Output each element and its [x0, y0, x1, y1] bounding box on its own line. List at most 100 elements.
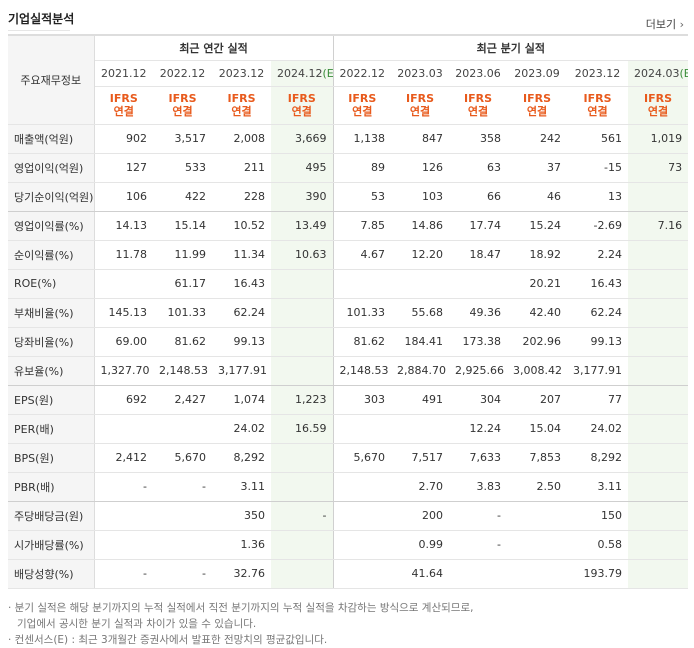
value-cell	[628, 385, 689, 415]
row-label: 유보율(%)	[8, 356, 95, 386]
value-cell	[153, 530, 212, 560]
table-row: 주당배당금(원) 350-200-150	[8, 501, 689, 531]
value-cell: 561	[567, 124, 629, 154]
value-cell	[332, 501, 392, 531]
period-header: 2023.12	[567, 60, 629, 87]
value-cell: 63	[449, 153, 508, 183]
table-row: 유보율(%) 1,327.70 2,148.53 3,177.91 2,148.53 2,…	[8, 356, 689, 386]
value-cell	[628, 530, 689, 560]
value-cell: 11.78	[94, 240, 153, 270]
footnote-consensus: · 컨센서스(E) : 최근 3개월간 증권사에서 발표한 전망치의 평균값입니…	[8, 634, 328, 646]
value-cell: -15	[567, 153, 629, 183]
value-cell: 902	[94, 124, 153, 154]
value-cell: 2,427	[153, 385, 212, 415]
value-cell	[332, 269, 392, 299]
period-label: 2021.12	[101, 66, 147, 80]
value-cell: 2.24	[567, 240, 629, 270]
basis-standard: IFRS	[523, 92, 552, 105]
basis-header: IFRS 연결	[153, 86, 212, 125]
value-cell: 2,925.66	[449, 356, 508, 386]
basis-header-row: IFRS 연결 IFRS 연결 IFRS 연결 IFRS 연결 IFRS 연결 IFRS 연결 IFRS…	[8, 86, 689, 125]
value-cell: 5,670	[332, 443, 392, 473]
basis-scope: 연결	[231, 105, 252, 118]
table-row: 영업이익률(%) 14.13 15.14 10.52 13.49 7.85 14.86 17.…	[8, 211, 689, 241]
value-cell: 228	[212, 182, 271, 212]
row-label: 당좌비율(%)	[8, 327, 95, 357]
basis-header: IFRS 연결	[449, 86, 508, 125]
row-label: BPS(원)	[8, 443, 95, 473]
value-cell	[449, 559, 508, 589]
value-cell	[271, 269, 334, 299]
section-header: 기업실적분석 더보기 ›	[8, 8, 686, 32]
value-cell: 1,019	[628, 124, 689, 154]
more-link[interactable]: 더보기 ›	[646, 16, 684, 32]
table-row: 당좌비율(%) 69.00 81.62 99.13 81.62 184.41 173.38 2…	[8, 327, 689, 357]
period-header: 2023.06	[449, 60, 508, 87]
value-cell: 126	[391, 153, 450, 183]
value-cell: 5,670	[153, 443, 212, 473]
value-cell: 46	[507, 182, 568, 212]
value-cell: 350	[212, 501, 271, 531]
value-cell	[271, 443, 334, 473]
basis-standard: IFRS	[583, 92, 612, 105]
value-cell: 16.43	[567, 269, 629, 299]
value-cell	[628, 269, 689, 299]
value-cell: 1,327.70	[94, 356, 153, 386]
value-cell: 13.49	[271, 211, 334, 241]
value-cell: -	[94, 559, 153, 589]
value-cell	[271, 559, 334, 589]
value-cell: 103	[391, 182, 450, 212]
value-cell: 89	[332, 153, 392, 183]
value-cell: 14.86	[391, 211, 450, 241]
value-cell: 62.24	[567, 298, 629, 328]
table-row: 매출액(억원) 902 3,517 2,008 3,669 1,138 847 358 242 5…	[8, 124, 689, 154]
value-cell: -	[94, 472, 153, 502]
row-label: EPS(원)	[8, 385, 95, 415]
value-cell: 53	[332, 182, 392, 212]
value-cell: 2,148.53	[153, 356, 212, 386]
table-row: 순이익률(%) 11.78 11.99 11.34 10.63 4.67 12.20 18.4…	[8, 240, 689, 270]
period-header: 2023.12	[212, 60, 271, 87]
estimate-marker: (E)	[679, 66, 689, 80]
period-header: 2023.03	[391, 60, 450, 87]
row-label: 순이익률(%)	[8, 240, 95, 270]
table-row: BPS(원) 2,412 5,670 8,292 5,670 7,517 7,633 7,85…	[8, 443, 689, 473]
basis-scope: 연결	[526, 105, 548, 118]
value-cell: 7.16	[628, 211, 689, 241]
value-cell: 8,292	[212, 443, 271, 473]
value-cell	[332, 472, 392, 502]
value-cell: 62.24	[212, 298, 271, 328]
chevron-right-icon: ›	[676, 18, 684, 31]
value-cell: 101.33	[332, 298, 392, 328]
row-label: ROE(%)	[8, 269, 95, 299]
value-cell	[449, 269, 508, 299]
value-cell: 533	[153, 153, 212, 183]
value-cell: 0.99	[391, 530, 450, 560]
period-header: 2024.03(E)	[628, 60, 689, 87]
basis-scope: 연결	[587, 105, 608, 118]
value-cell: 3.83	[449, 472, 508, 502]
value-cell: 127	[94, 153, 153, 183]
value-cell: 847	[391, 124, 450, 154]
value-cell: 15.04	[507, 414, 568, 444]
value-cell: 81.62	[332, 327, 392, 357]
value-cell: 73	[628, 153, 689, 183]
value-cell: 3.11	[212, 472, 271, 502]
value-cell	[628, 472, 689, 502]
annual-group-header: 최근 연간 실적	[94, 35, 334, 61]
value-cell: 4.67	[332, 240, 392, 270]
basis-header: IFRS 연결	[628, 86, 689, 125]
value-cell: 3,669	[271, 124, 334, 154]
value-cell	[507, 559, 568, 589]
basis-standard: IFRS	[464, 92, 493, 105]
value-cell: 304	[449, 385, 508, 415]
section-title: 기업실적분석	[8, 12, 75, 26]
basis-header: IFRS 연결	[391, 86, 450, 125]
period-header: 2022.12	[153, 60, 212, 87]
basis-header: IFRS 연결	[567, 86, 629, 125]
value-cell	[271, 298, 334, 328]
table-row: 당기순이익(억원) 106 422 228 390 53 103 66 46 13	[8, 182, 689, 212]
value-cell: 20.21	[507, 269, 568, 299]
value-cell	[94, 414, 153, 444]
period-label: 2022.12	[159, 66, 206, 80]
